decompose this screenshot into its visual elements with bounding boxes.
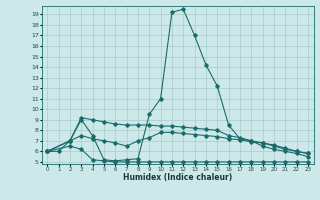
X-axis label: Humidex (Indice chaleur): Humidex (Indice chaleur) [123, 173, 232, 182]
